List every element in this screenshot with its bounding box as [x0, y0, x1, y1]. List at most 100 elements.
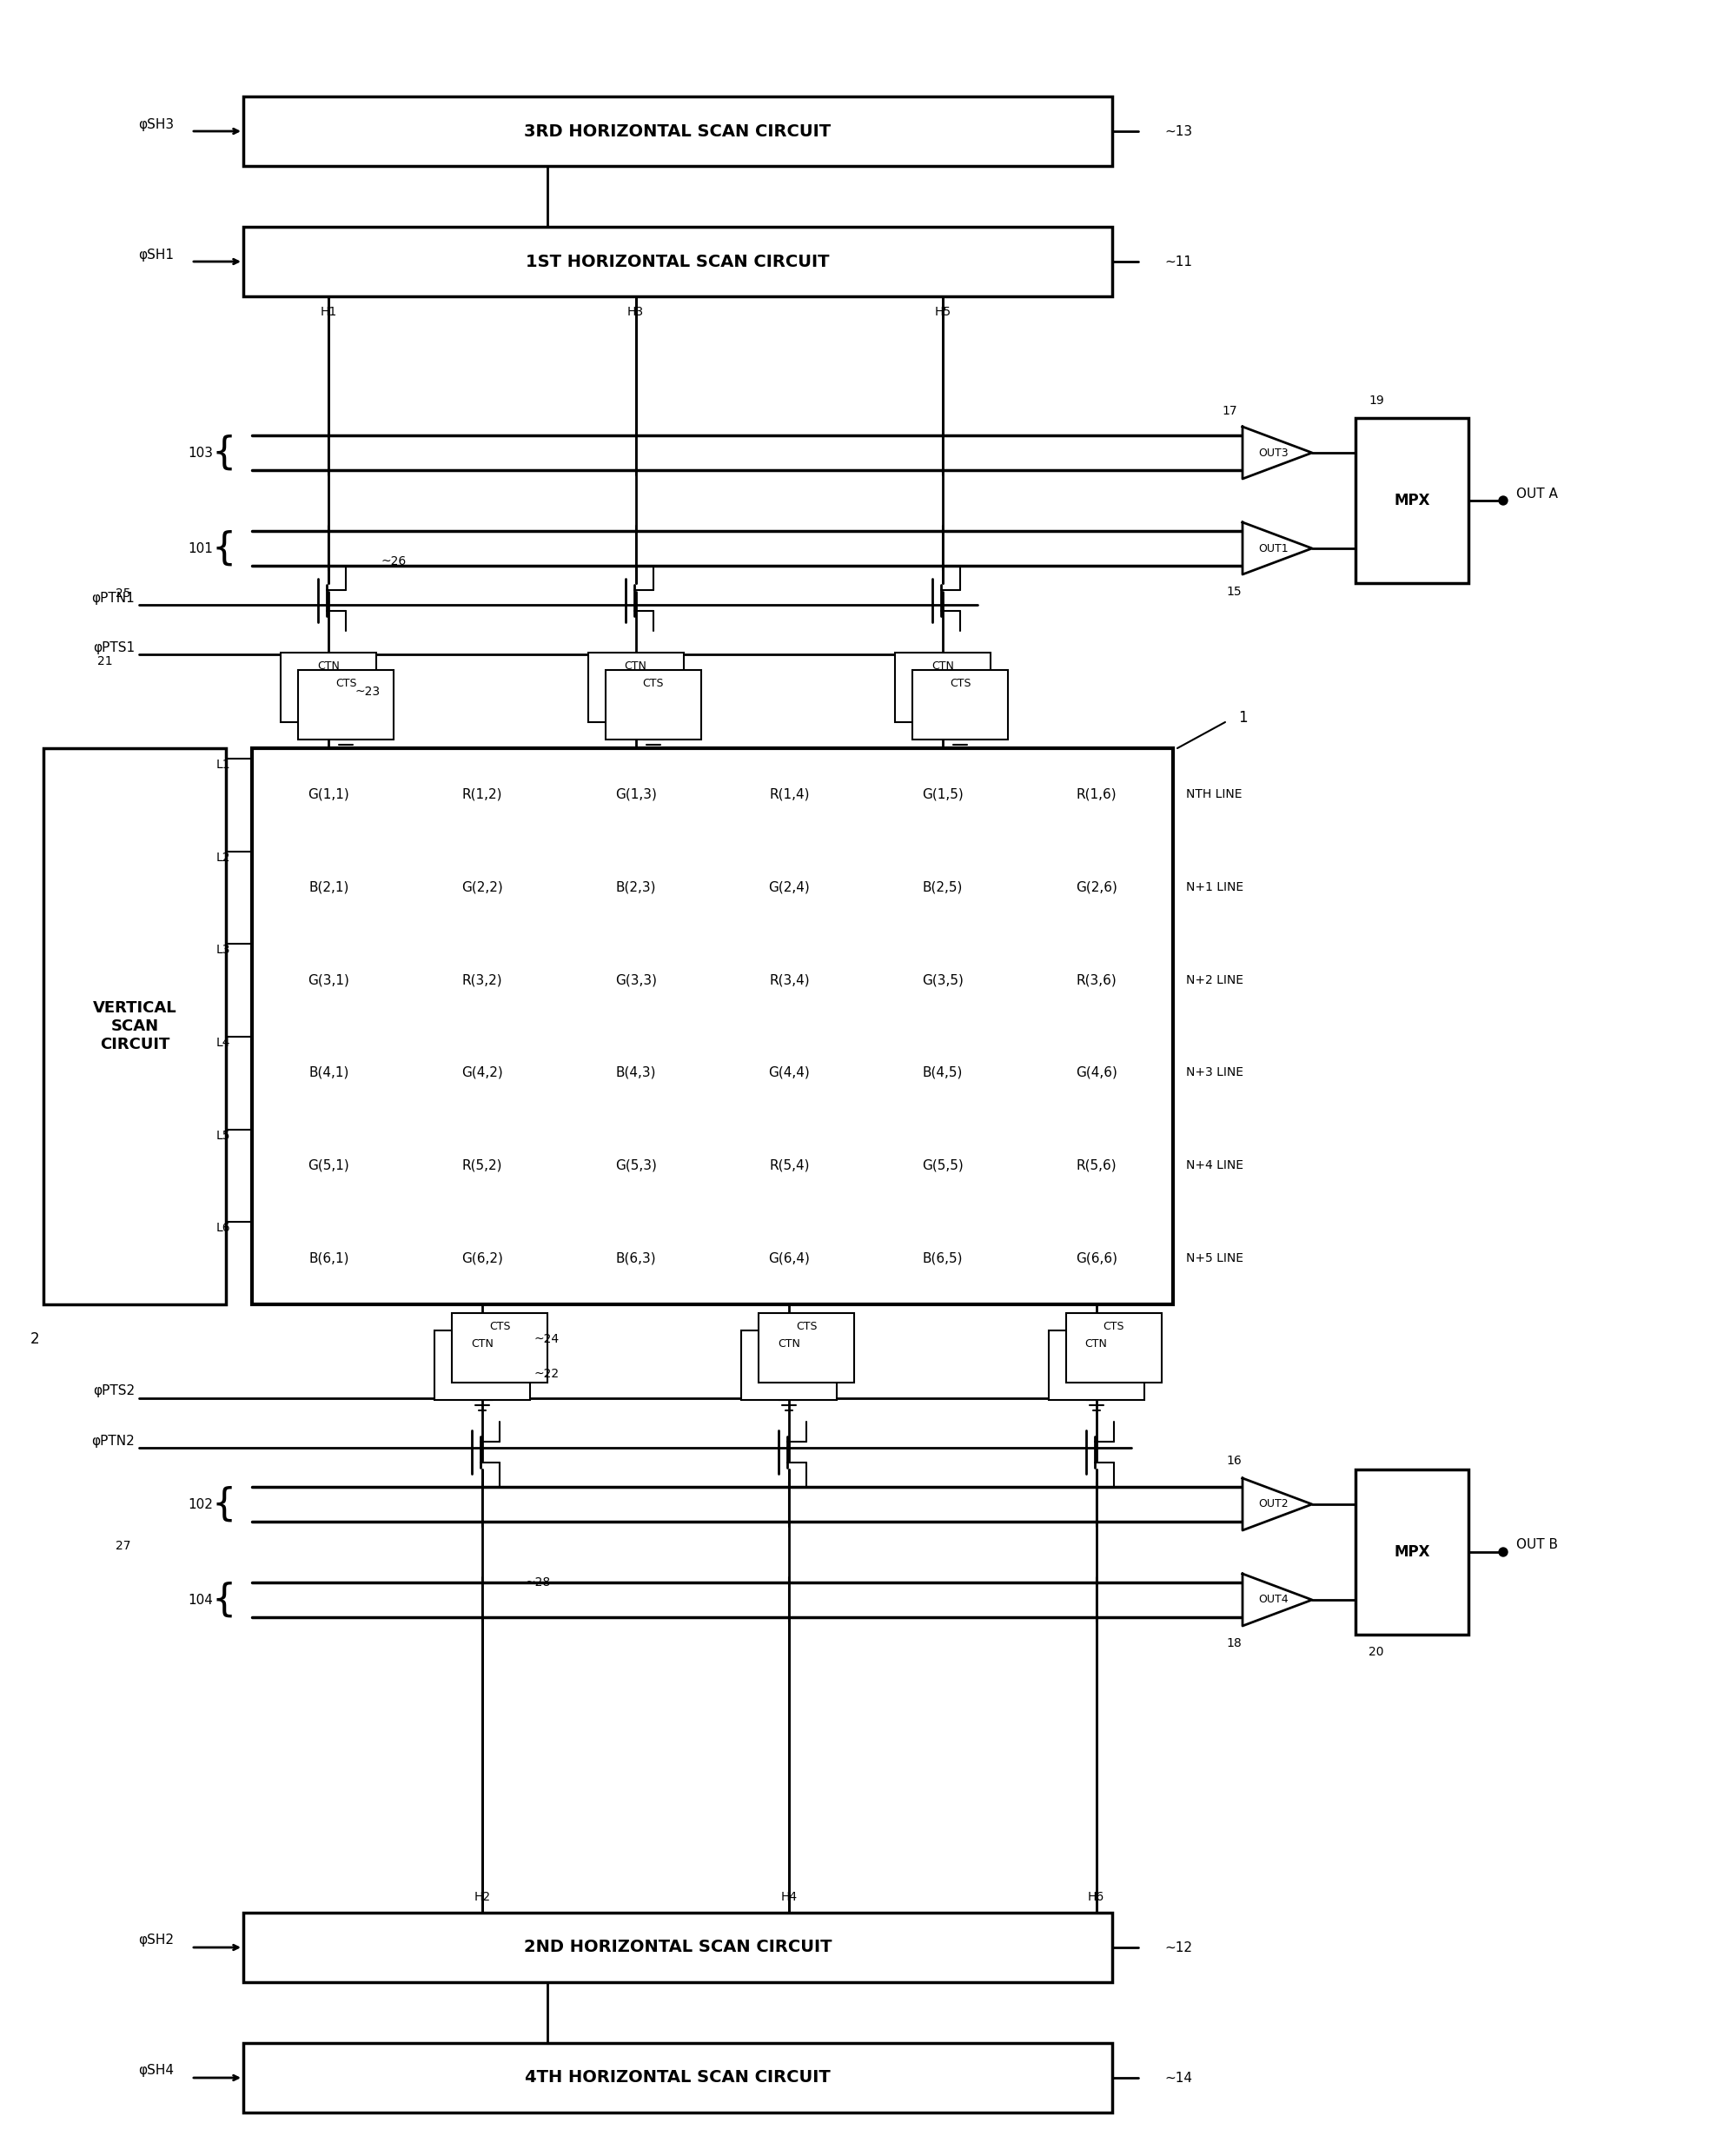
- Bar: [894, 653, 990, 722]
- Bar: [742, 1330, 836, 1399]
- Text: G(4,2): G(4,2): [462, 1065, 503, 1080]
- Text: 17: 17: [1223, 405, 1236, 416]
- Text: R(1,6): R(1,6): [1076, 789, 1117, 802]
- Text: L5: L5: [215, 1130, 231, 1141]
- Text: ~26: ~26: [381, 556, 407, 567]
- Text: φPTN2: φPTN2: [91, 1434, 135, 1447]
- Text: 102: 102: [188, 1498, 212, 1511]
- Text: φSH4: φSH4: [139, 2063, 174, 2078]
- Text: G(2,6): G(2,6): [1076, 882, 1117, 895]
- Text: R(5,4): R(5,4): [770, 1158, 809, 1173]
- Text: ~11: ~11: [1165, 254, 1192, 267]
- Text: B(4,3): B(4,3): [616, 1065, 657, 1080]
- Text: G(1,3): G(1,3): [616, 789, 657, 802]
- Text: 21: 21: [97, 655, 113, 668]
- Text: G(1,1): G(1,1): [308, 789, 349, 802]
- Text: N+3 LINE: N+3 LINE: [1187, 1067, 1243, 1078]
- Bar: [251, 748, 1173, 1304]
- Text: 104: 104: [188, 1593, 212, 1606]
- Text: H1: H1: [320, 306, 337, 319]
- Polygon shape: [1243, 1479, 1312, 1531]
- Text: CTN: CTN: [778, 1339, 800, 1350]
- Text: G(4,4): G(4,4): [768, 1065, 811, 1080]
- Circle shape: [1500, 1548, 1508, 1557]
- Text: B(2,3): B(2,3): [616, 882, 657, 895]
- Text: ~24: ~24: [535, 1332, 559, 1345]
- Bar: [298, 671, 393, 740]
- Text: OUT A: OUT A: [1517, 487, 1558, 500]
- Text: ~14: ~14: [1165, 2072, 1192, 2085]
- Text: 15: 15: [1226, 586, 1241, 597]
- Text: L1: L1: [215, 759, 231, 772]
- Polygon shape: [1243, 1574, 1312, 1626]
- Text: G(1,5): G(1,5): [922, 789, 963, 802]
- Text: ~28: ~28: [525, 1576, 551, 1589]
- Text: ~23: ~23: [354, 686, 380, 699]
- Bar: [913, 671, 1007, 740]
- Bar: [1356, 418, 1469, 582]
- Text: CTS: CTS: [1103, 1319, 1123, 1332]
- Text: OUT1: OUT1: [1259, 543, 1289, 554]
- Text: φPTN1: φPTN1: [91, 591, 135, 604]
- Bar: [759, 1313, 855, 1382]
- Bar: [280, 653, 376, 722]
- Text: L3: L3: [215, 944, 231, 957]
- Polygon shape: [1243, 522, 1312, 573]
- Polygon shape: [1243, 427, 1312, 479]
- Text: CTN: CTN: [1086, 1339, 1108, 1350]
- Text: G(6,2): G(6,2): [462, 1250, 503, 1266]
- Text: H3: H3: [628, 306, 645, 319]
- Bar: [243, 226, 1112, 295]
- Text: 3RD HORIZONTAL SCAN CIRCUIT: 3RD HORIZONTAL SCAN CIRCUIT: [525, 123, 831, 140]
- Text: G(5,1): G(5,1): [308, 1158, 349, 1173]
- Text: CTS: CTS: [335, 677, 357, 688]
- Text: N+2 LINE: N+2 LINE: [1187, 975, 1243, 985]
- Bar: [434, 1330, 530, 1399]
- Text: OUT2: OUT2: [1259, 1498, 1289, 1509]
- Text: CTS: CTS: [795, 1319, 817, 1332]
- Text: R(1,2): R(1,2): [462, 789, 503, 802]
- Text: G(2,4): G(2,4): [768, 882, 811, 895]
- Text: φPTS2: φPTS2: [92, 1384, 135, 1397]
- Bar: [451, 1313, 547, 1382]
- Text: H5: H5: [934, 306, 951, 319]
- Bar: [1048, 1330, 1144, 1399]
- Text: φSH3: φSH3: [139, 119, 174, 132]
- Text: φPTS1: φPTS1: [92, 640, 135, 653]
- Bar: [605, 671, 701, 740]
- Bar: [243, 1912, 1112, 1981]
- Text: H4: H4: [781, 1891, 797, 1904]
- Text: CTN: CTN: [624, 660, 646, 671]
- Text: φSH2: φSH2: [139, 1934, 174, 1947]
- Text: L6: L6: [215, 1222, 231, 1233]
- Text: ~12: ~12: [1165, 1940, 1192, 1953]
- Text: ~22: ~22: [535, 1367, 559, 1380]
- Text: 2ND HORIZONTAL SCAN CIRCUIT: 2ND HORIZONTAL SCAN CIRCUIT: [523, 1938, 831, 1955]
- Text: G(3,3): G(3,3): [616, 972, 657, 987]
- Text: G(5,3): G(5,3): [616, 1158, 657, 1173]
- Text: R(5,2): R(5,2): [462, 1158, 503, 1173]
- Text: 20: 20: [1368, 1645, 1383, 1658]
- Text: L4: L4: [215, 1037, 231, 1048]
- Text: OUT3: OUT3: [1259, 446, 1289, 459]
- Text: R(3,6): R(3,6): [1076, 972, 1117, 987]
- Text: VERTICAL
SCAN
CIRCUIT: VERTICAL SCAN CIRCUIT: [92, 1000, 176, 1052]
- Text: G(6,4): G(6,4): [768, 1250, 811, 1266]
- Text: N+4 LINE: N+4 LINE: [1187, 1160, 1243, 1171]
- Text: 18: 18: [1226, 1636, 1241, 1649]
- Text: R(5,6): R(5,6): [1076, 1158, 1117, 1173]
- Text: 2: 2: [31, 1330, 39, 1348]
- Bar: [588, 653, 684, 722]
- Text: 16: 16: [1226, 1455, 1241, 1466]
- Text: 27: 27: [115, 1539, 130, 1552]
- Text: G(6,6): G(6,6): [1076, 1250, 1117, 1266]
- Text: N+1 LINE: N+1 LINE: [1187, 882, 1243, 893]
- Bar: [1356, 1470, 1469, 1634]
- Text: {: {: [212, 1485, 236, 1522]
- Text: R(3,2): R(3,2): [462, 972, 503, 987]
- Text: B(2,5): B(2,5): [923, 882, 963, 895]
- Circle shape: [1500, 496, 1508, 505]
- Text: R(1,4): R(1,4): [770, 789, 809, 802]
- Text: {: {: [212, 530, 236, 567]
- Text: φSH1: φSH1: [139, 248, 174, 261]
